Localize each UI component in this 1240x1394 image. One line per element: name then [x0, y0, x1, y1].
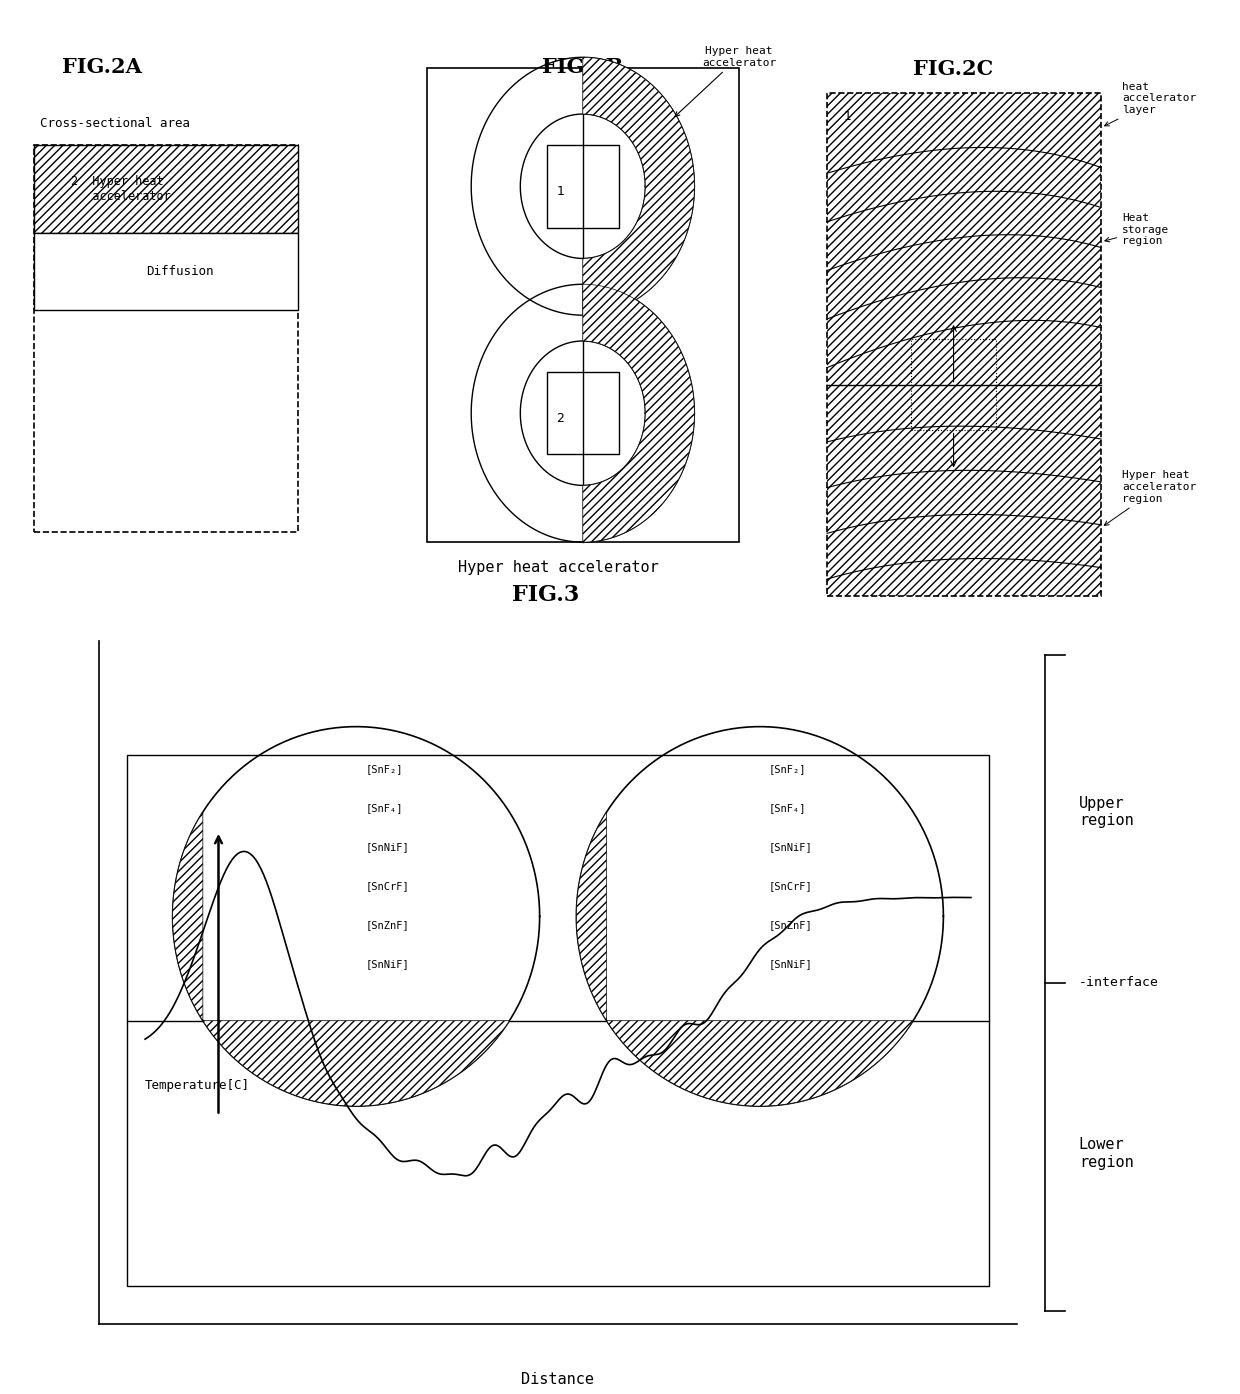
FancyBboxPatch shape: [35, 233, 298, 309]
FancyBboxPatch shape: [35, 145, 298, 233]
FancyBboxPatch shape: [827, 93, 1101, 597]
Polygon shape: [577, 811, 913, 1105]
Text: Distance: Distance: [522, 1372, 594, 1387]
Text: Heat
storage
region: Heat storage region: [1105, 213, 1169, 247]
Text: FIG.3: FIG.3: [512, 584, 579, 606]
Text: Hyper heat
accelerator
region: Hyper heat accelerator region: [1105, 470, 1197, 526]
Text: 1: 1: [557, 185, 564, 198]
Text: [SnF₂]: [SnF₂]: [769, 764, 806, 774]
Text: Lower
region: Lower region: [1079, 1138, 1133, 1170]
Text: Hyper heat
accelerator: Hyper heat accelerator: [675, 46, 776, 117]
FancyBboxPatch shape: [35, 145, 298, 531]
Text: Cross-sectional area: Cross-sectional area: [40, 117, 190, 130]
Text: 1: 1: [844, 110, 852, 124]
Text: [SnCrF]: [SnCrF]: [769, 881, 812, 891]
Text: [SnF₄]: [SnF₄]: [366, 803, 403, 813]
Text: 2  Hyper heat
   accelerator: 2 Hyper heat accelerator: [71, 174, 171, 202]
Text: Diffusion: Diffusion: [146, 265, 213, 277]
Text: [SnNiF]: [SnNiF]: [769, 959, 812, 969]
Text: [SnF₂]: [SnF₂]: [366, 764, 403, 774]
Text: FIG.2B: FIG.2B: [542, 57, 624, 77]
Text: Temperature[C]: Temperature[C]: [145, 1079, 250, 1092]
Text: FIG.2A: FIG.2A: [62, 57, 143, 77]
Text: heat
accelerator
layer: heat accelerator layer: [1105, 82, 1197, 125]
FancyBboxPatch shape: [427, 67, 739, 542]
Text: [SnCrF]: [SnCrF]: [366, 881, 409, 891]
Text: [SnNiF]: [SnNiF]: [366, 842, 409, 852]
Text: 2: 2: [557, 411, 564, 425]
Text: [SnNiF]: [SnNiF]: [366, 959, 409, 969]
Text: Hyper heat accelerator: Hyper heat accelerator: [458, 560, 658, 574]
Polygon shape: [172, 811, 510, 1105]
Text: Upper
region: Upper region: [1079, 796, 1133, 828]
Text: [SnZnF]: [SnZnF]: [366, 920, 409, 930]
Text: [SnF₄]: [SnF₄]: [769, 803, 806, 813]
Polygon shape: [583, 57, 694, 315]
Text: -interface: -interface: [1079, 976, 1159, 990]
Polygon shape: [583, 284, 694, 542]
Text: [SnNiF]: [SnNiF]: [769, 842, 812, 852]
Text: [SnZnF]: [SnZnF]: [769, 920, 812, 930]
Text: FIG.2C: FIG.2C: [914, 59, 993, 79]
FancyBboxPatch shape: [126, 756, 990, 1287]
